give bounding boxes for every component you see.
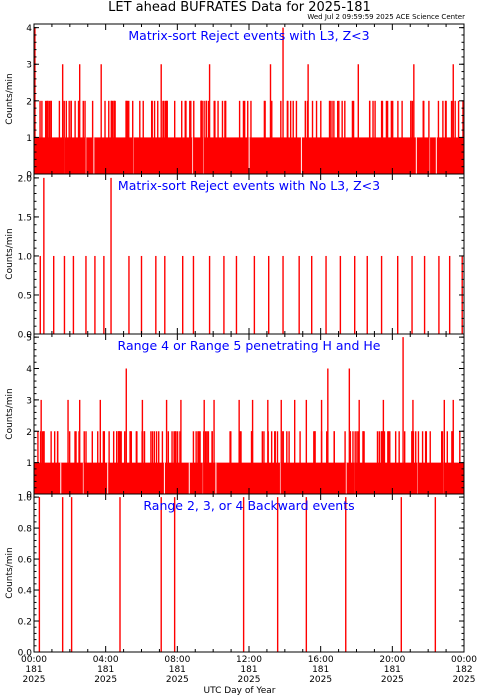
- y-tick-label: 0.4: [18, 587, 33, 597]
- x-tick-doy: 181: [97, 665, 114, 675]
- y-tick-label: 3: [26, 61, 32, 71]
- panel-title: Range 4 or Range 5 penetrating H and He: [118, 338, 381, 353]
- x-tick-year: 2025: [309, 675, 332, 685]
- x-tick-year: 2025: [94, 675, 117, 685]
- y-tick-label: 4: [26, 24, 32, 34]
- x-tick-time: 20:00: [379, 655, 405, 665]
- x-tick-time: 16:00: [308, 655, 334, 665]
- panel-frame: [33, 493, 465, 653]
- chart-title: LET ahead BUFRATES Data for 2025-181: [108, 0, 371, 15]
- y-tick-label: 0.0: [18, 331, 33, 341]
- y-tick-label: 1: [26, 459, 32, 469]
- x-tick-doy: 181: [25, 665, 42, 675]
- x-tick-year: 2025: [23, 675, 46, 685]
- x-tick-doy: 181: [169, 665, 186, 675]
- y-tick-label: 0.8: [18, 525, 33, 535]
- x-tick-doy: 181: [312, 665, 329, 675]
- x-tick-year: 2025: [453, 675, 476, 685]
- y-tick-label: 0.2: [18, 618, 32, 628]
- y-tick-label: 2: [26, 428, 32, 438]
- y-tick-label: 3: [26, 396, 32, 406]
- y-tick-label: 0.5: [18, 291, 32, 301]
- panel-title: Matrix-sort Reject events with No L3, Z<…: [118, 178, 380, 193]
- x-tick-time: 04:00: [93, 655, 119, 665]
- chart-subtitle: Wed Jul 2 09:59:59 2025 ACE Science Cent…: [307, 13, 465, 21]
- y-axis-label: Counts/min: [5, 547, 15, 598]
- x-tick-time: 12:00: [236, 655, 262, 665]
- panel-title: Matrix-sort Reject events with L3, Z<3: [128, 28, 369, 43]
- y-tick-label: 0.0: [18, 649, 33, 659]
- y-axis-label: Counts/min: [5, 388, 15, 439]
- y-axis-label: Counts/min: [5, 228, 15, 279]
- y-tick-label: 2: [26, 97, 32, 107]
- x-tick-doy: 181: [384, 665, 401, 675]
- panel-frame: [33, 173, 465, 335]
- y-tick-label: 1.5: [18, 213, 32, 223]
- y-tick-label: 0: [26, 171, 32, 181]
- y-axis-label: Counts/min: [5, 73, 15, 124]
- x-tick-year: 2025: [381, 675, 404, 685]
- y-tick-label: 5: [26, 334, 32, 344]
- x-tick-doy: 182: [455, 665, 472, 675]
- x-tick-year: 2025: [166, 675, 189, 685]
- x-tick-doy: 181: [240, 665, 257, 675]
- x-tick-time: 00:00: [21, 655, 47, 665]
- y-tick-label: 1.0: [18, 494, 33, 504]
- y-tick-label: 1: [26, 134, 32, 144]
- y-tick-label: 0: [26, 491, 32, 501]
- y-tick-label: 4: [26, 365, 32, 375]
- x-tick-time: 08:00: [164, 655, 190, 665]
- x-axis-label: UTC Day of Year: [203, 686, 276, 696]
- x-tick-time: 00:00: [451, 655, 477, 665]
- y-tick-label: 2.0: [18, 174, 33, 184]
- y-tick-label: 0.6: [18, 556, 33, 566]
- y-tick-label: 1.0: [18, 252, 33, 262]
- panel-title: Range 2, 3, or 4 Backward events: [143, 498, 354, 513]
- x-tick-year: 2025: [238, 675, 261, 685]
